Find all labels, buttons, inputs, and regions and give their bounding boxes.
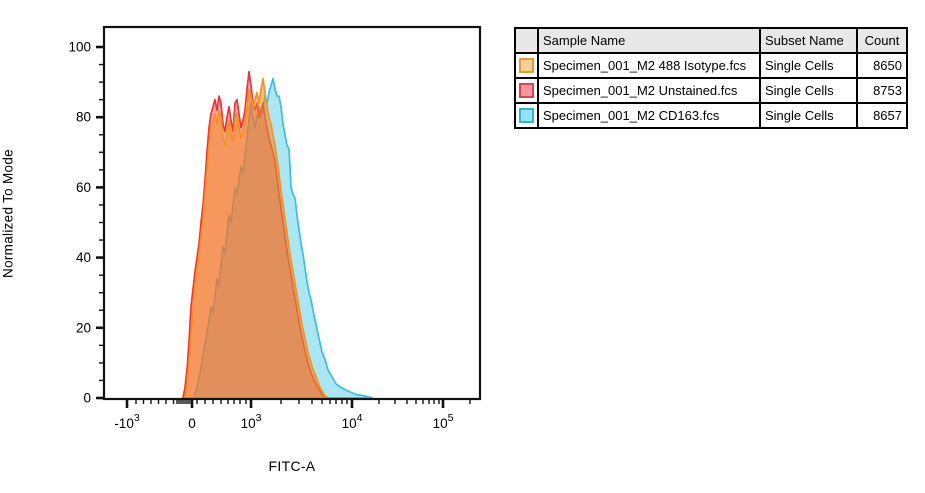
legend-row-3[interactable]: Specimen_001_M2 CD163.fcs Single Cells 865… bbox=[514, 102, 908, 129]
sample-name-cell: Specimen_001_M2 CD163.fcs bbox=[537, 102, 761, 129]
x-tick-label: 104 bbox=[342, 412, 363, 431]
legend-row-2[interactable]: Specimen_001_M2 Unstained.fcs Single Cell… bbox=[514, 77, 908, 104]
legend-header-swatch bbox=[514, 27, 539, 54]
x-tick-label: 103 bbox=[241, 412, 262, 431]
y-tick-label: 80 bbox=[76, 110, 91, 125]
y-axis-title: Normalized To Mode bbox=[0, 149, 16, 278]
plot-frame bbox=[102, 25, 482, 401]
subset-name-cell: Single Cells bbox=[759, 77, 858, 104]
legend-header-subset-name: Subset Name bbox=[759, 27, 858, 54]
legend-swatch-cell bbox=[514, 102, 539, 129]
subset-name-cell: Single Cells bbox=[759, 52, 858, 79]
axis-tick-labels: 0 20 40 60 80 100 -103 0 103 104 105 bbox=[68, 40, 453, 432]
x-tick-label: 105 bbox=[433, 412, 454, 431]
axis-ticks bbox=[96, 45, 471, 408]
series-color-swatch bbox=[519, 83, 534, 98]
sample-name-cell: Specimen_001_M2 Unstained.fcs bbox=[537, 77, 761, 104]
legend-header-sample-name: Sample Name bbox=[537, 27, 761, 54]
y-tick-label: 20 bbox=[76, 320, 91, 335]
x-tick-label: -103 bbox=[114, 412, 140, 431]
legend-table-body: Specimen_001_M2 488 Isotype.fcs Single Ce… bbox=[514, 52, 908, 129]
legend-row-1[interactable]: Specimen_001_M2 488 Isotype.fcs Single Ce… bbox=[514, 52, 908, 79]
series-color-swatch bbox=[519, 108, 534, 123]
series-color-swatch bbox=[519, 58, 534, 73]
legend-swatch-cell bbox=[514, 52, 539, 79]
curve-isotype bbox=[184, 77, 329, 399]
legend-table: Sample Name Subset Name Count Specimen_0… bbox=[514, 27, 908, 129]
legend-swatch-cell bbox=[514, 77, 539, 104]
sample-name-cell: Specimen_001_M2 488 Isotype.fcs bbox=[537, 52, 761, 79]
count-cell: 8657 bbox=[856, 102, 908, 129]
legend-table-header: Sample Name Subset Name Count bbox=[514, 27, 908, 54]
y-tick-label: 40 bbox=[76, 250, 91, 265]
x-axis-title: FITC-A bbox=[268, 458, 316, 474]
y-tick-label: 100 bbox=[68, 40, 91, 55]
count-cell: 8650 bbox=[856, 52, 908, 79]
x-tick-label: 0 bbox=[188, 416, 196, 431]
histogram-curves bbox=[182, 70, 373, 399]
legend-header-count: Count bbox=[856, 27, 908, 54]
y-tick-label: 0 bbox=[83, 391, 91, 406]
count-cell: 8753 bbox=[856, 77, 908, 104]
subset-name-cell: Single Cells bbox=[759, 102, 858, 129]
y-tick-label: 60 bbox=[76, 180, 91, 195]
